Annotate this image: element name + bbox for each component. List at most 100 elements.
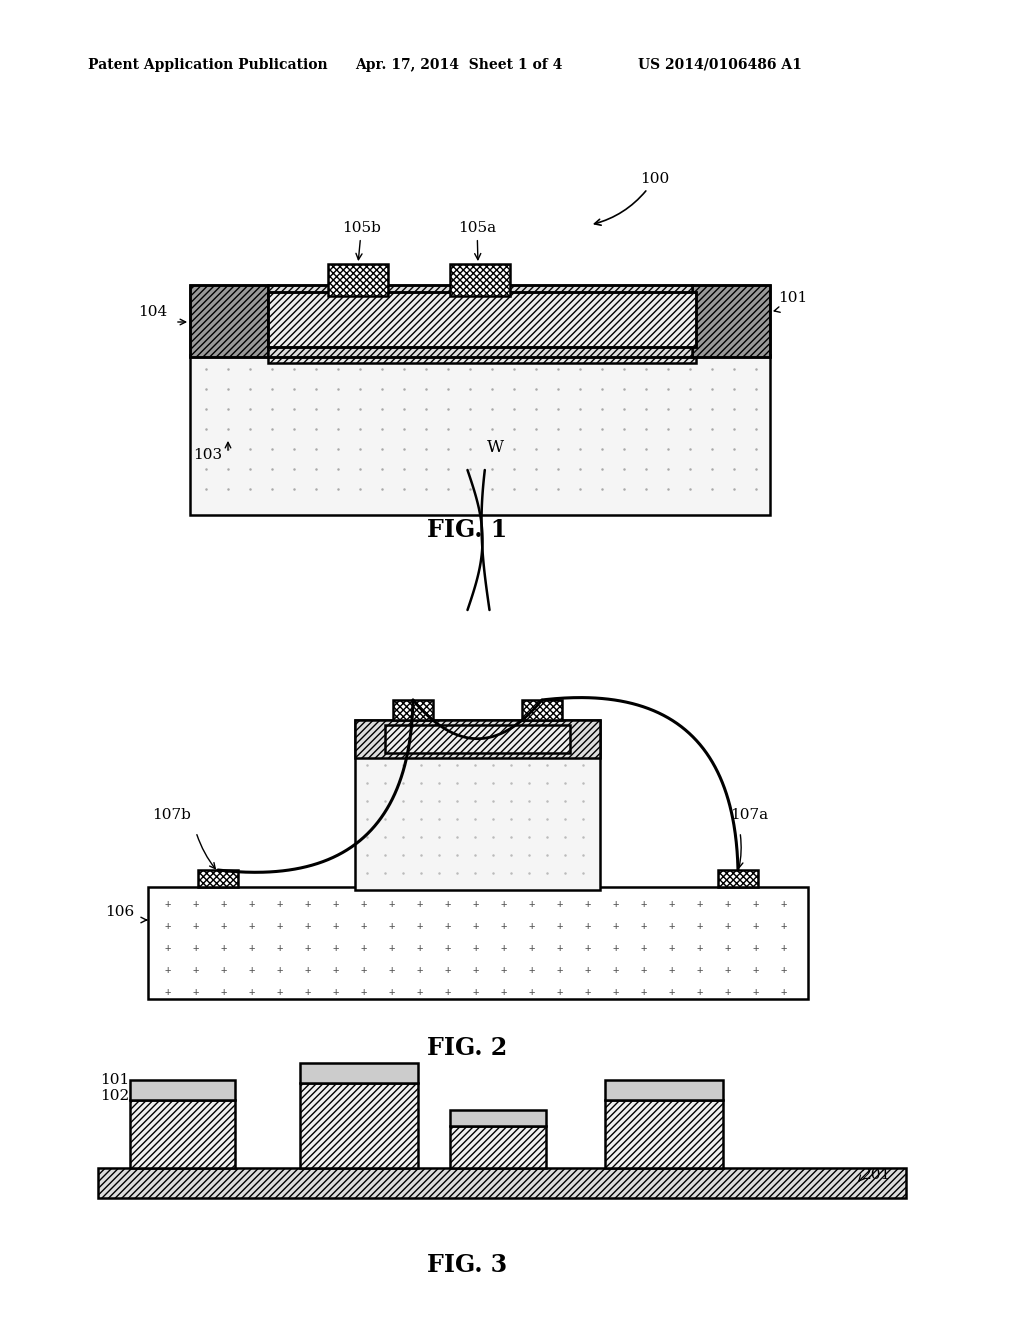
Text: 105a: 105a: [458, 220, 496, 260]
Text: +: +: [305, 899, 311, 909]
Bar: [605, 1080, 723, 1100]
Bar: [130, 1100, 234, 1168]
Text: +: +: [753, 942, 759, 953]
Text: +: +: [360, 965, 368, 975]
Text: +: +: [528, 921, 536, 931]
Text: 107b: 107b: [152, 808, 190, 822]
Text: +: +: [669, 921, 675, 931]
Text: Patent Application Publication: Patent Application Publication: [88, 58, 328, 73]
Text: +: +: [417, 899, 423, 909]
Text: +: +: [249, 899, 255, 909]
Text: +: +: [221, 942, 227, 953]
Text: +: +: [249, 942, 255, 953]
Text: 102: 102: [700, 333, 729, 347]
Text: +: +: [165, 965, 171, 975]
Text: 102: 102: [100, 1089, 129, 1104]
Text: +: +: [389, 965, 395, 975]
Text: +: +: [333, 921, 339, 931]
Bar: [98, 1168, 906, 1199]
Text: +: +: [528, 942, 536, 953]
Text: +: +: [501, 899, 507, 909]
Text: +: +: [641, 899, 647, 909]
Text: 101: 101: [100, 1073, 129, 1086]
Text: +: +: [193, 899, 199, 909]
Text: +: +: [753, 965, 759, 975]
Text: W: W: [487, 440, 504, 457]
Bar: [300, 1063, 418, 1082]
Text: +: +: [305, 965, 311, 975]
Text: +: +: [333, 899, 339, 909]
Text: +: +: [444, 899, 452, 909]
Text: +: +: [613, 921, 620, 931]
Text: +: +: [389, 921, 395, 931]
Text: 103: 103: [193, 447, 222, 462]
Text: +: +: [753, 921, 759, 931]
Bar: [450, 1110, 546, 1126]
Text: +: +: [585, 987, 591, 997]
Text: +: +: [360, 987, 368, 997]
Bar: [148, 887, 808, 999]
Text: 104: 104: [138, 305, 167, 319]
Text: +: +: [305, 987, 311, 997]
Text: +: +: [501, 942, 507, 953]
Bar: [268, 285, 692, 356]
Text: +: +: [193, 987, 199, 997]
Text: +: +: [333, 987, 339, 997]
Text: +: +: [221, 921, 227, 931]
Text: +: +: [165, 921, 171, 931]
Text: +: +: [501, 921, 507, 931]
Bar: [450, 1126, 546, 1168]
Text: +: +: [528, 987, 536, 997]
Text: +: +: [557, 987, 563, 997]
Text: +: +: [389, 899, 395, 909]
Text: 201: 201: [862, 1168, 891, 1181]
Text: +: +: [417, 921, 423, 931]
Text: +: +: [276, 987, 283, 997]
Text: +: +: [641, 987, 647, 997]
Text: +: +: [753, 987, 759, 997]
Text: +: +: [276, 899, 283, 909]
Text: +: +: [360, 899, 368, 909]
Bar: [522, 700, 562, 719]
Text: +: +: [165, 899, 171, 909]
Text: +: +: [193, 942, 199, 953]
Text: +: +: [669, 942, 675, 953]
Text: +: +: [221, 965, 227, 975]
Text: +: +: [473, 899, 479, 909]
Text: +: +: [669, 899, 675, 909]
Text: +: +: [528, 899, 536, 909]
Text: +: +: [585, 942, 591, 953]
Text: +: +: [473, 987, 479, 997]
Text: +: +: [613, 942, 620, 953]
Text: +: +: [276, 942, 283, 953]
Text: +: +: [725, 965, 731, 975]
Text: +: +: [697, 965, 703, 975]
Text: +: +: [641, 921, 647, 931]
Text: +: +: [473, 965, 479, 975]
Text: +: +: [417, 942, 423, 953]
Text: +: +: [473, 921, 479, 931]
Text: +: +: [389, 942, 395, 953]
Text: +: +: [697, 987, 703, 997]
Bar: [692, 285, 770, 356]
Text: +: +: [501, 987, 507, 997]
Bar: [190, 355, 770, 515]
Text: +: +: [417, 965, 423, 975]
Text: +: +: [473, 942, 479, 953]
Text: +: +: [360, 942, 368, 953]
Text: +: +: [641, 965, 647, 975]
Bar: [393, 700, 433, 719]
Text: +: +: [585, 899, 591, 909]
Text: +: +: [444, 942, 452, 953]
Text: +: +: [585, 965, 591, 975]
Bar: [718, 870, 758, 887]
Text: +: +: [305, 921, 311, 931]
Text: +: +: [781, 899, 787, 909]
Text: +: +: [276, 965, 283, 975]
Text: +: +: [249, 921, 255, 931]
Text: Apr. 17, 2014  Sheet 1 of 4: Apr. 17, 2014 Sheet 1 of 4: [355, 58, 562, 73]
Bar: [605, 1100, 723, 1168]
Text: US 2014/0106486 A1: US 2014/0106486 A1: [638, 58, 802, 73]
Text: +: +: [249, 965, 255, 975]
Text: +: +: [501, 965, 507, 975]
